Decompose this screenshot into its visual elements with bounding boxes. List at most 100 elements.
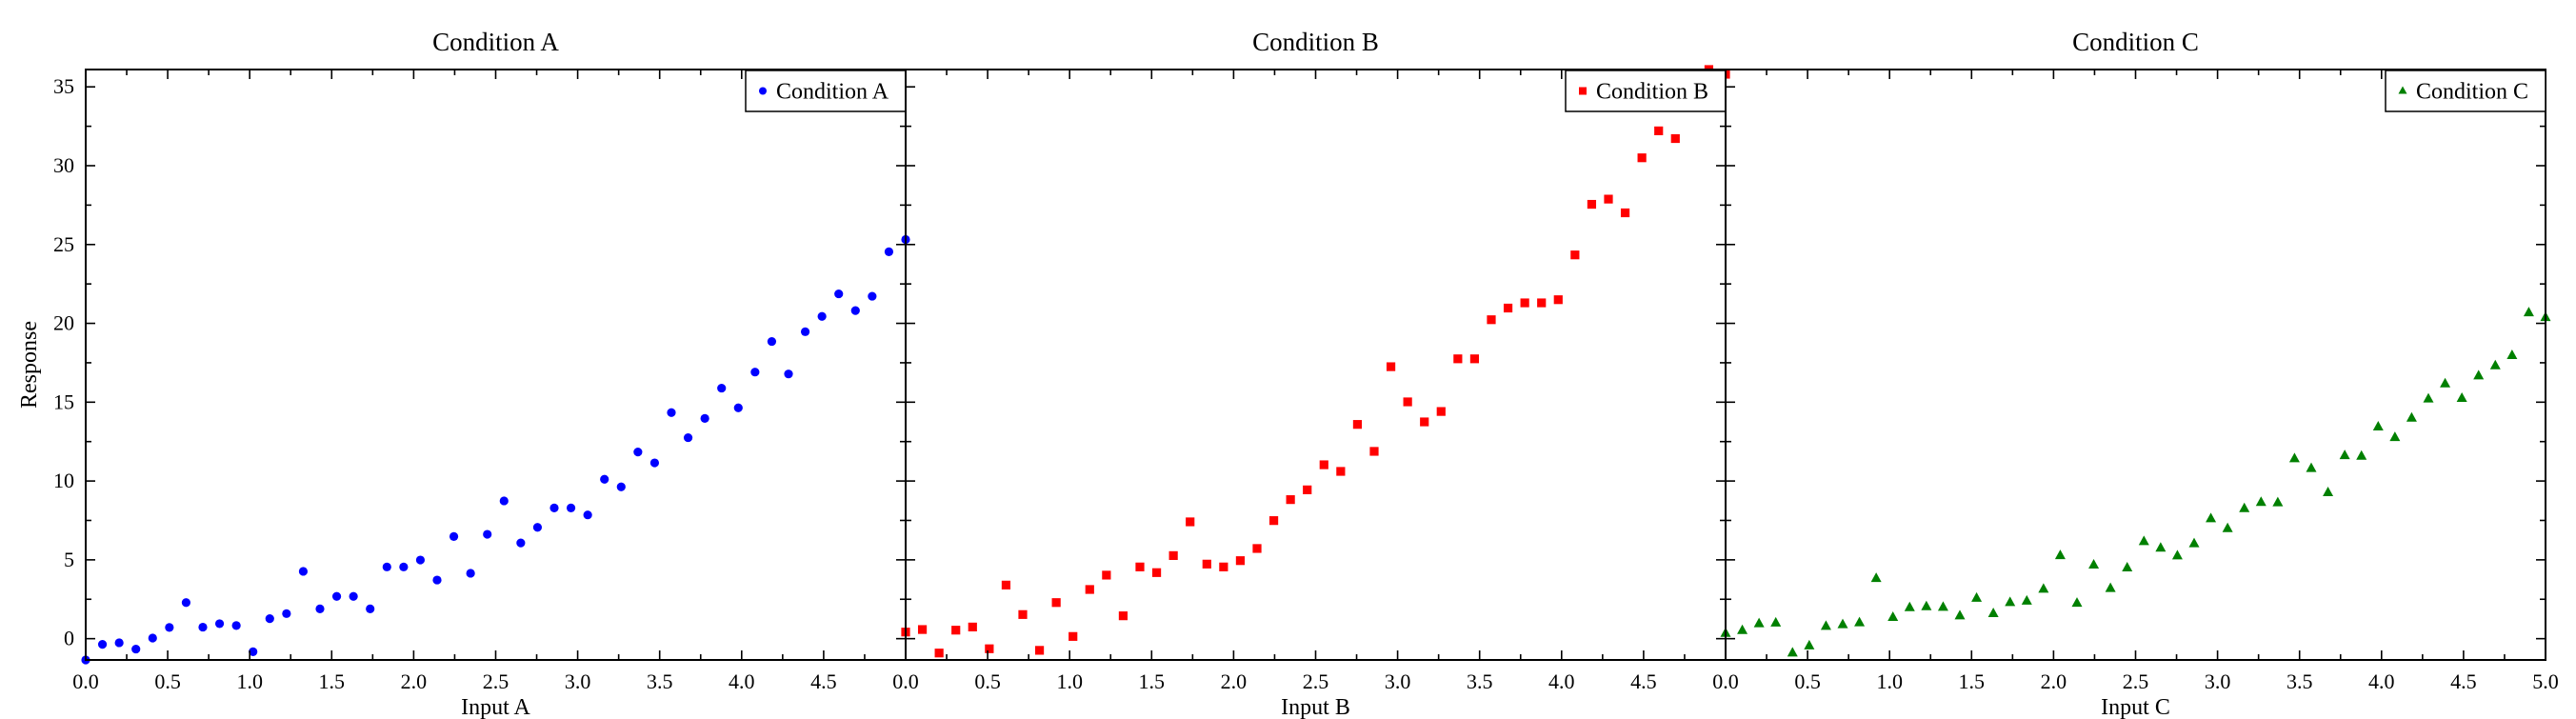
x-tick-label: 5.0 <box>2532 669 2559 693</box>
x-tick-label: 4.5 <box>2450 669 2477 693</box>
data-point <box>1168 550 1178 561</box>
x-tick-label: 2.0 <box>1221 669 1248 693</box>
data-point <box>1553 295 1563 305</box>
y-tick-label: 30 <box>53 153 74 177</box>
data-point <box>265 614 274 624</box>
data-point <box>2222 522 2233 532</box>
panel-a: 0.0 0.5 1.0 1.5 2.0 2.5 3.0 3.5 4.0 4.5 0 5 10 15 20 25… <box>17 28 910 719</box>
data-point <box>549 503 559 513</box>
data-points <box>1720 307 2551 657</box>
data-point <box>1068 631 1078 641</box>
data-point <box>1537 298 1547 308</box>
data-point <box>1102 570 1111 580</box>
x-tick-label: 0.0 <box>72 669 99 693</box>
data-point <box>2005 596 2016 607</box>
data-point <box>1654 126 1664 136</box>
x-tick-label: 3.5 <box>647 669 673 693</box>
axes-frame <box>85 69 907 661</box>
legend-label: Condition C <box>2416 80 2528 105</box>
data-point <box>399 562 409 571</box>
data-point <box>2456 392 2467 403</box>
data-point <box>700 413 709 423</box>
data-point <box>934 649 944 658</box>
data-points <box>901 65 1730 658</box>
data-point <box>2088 559 2100 569</box>
legend: Condition C <box>2385 70 2546 112</box>
data-point <box>600 474 609 484</box>
data-point <box>2054 549 2066 560</box>
data-point <box>1570 250 1580 260</box>
data-point <box>499 496 509 506</box>
panel-title: Condition A <box>432 28 559 56</box>
data-point <box>1804 639 1815 649</box>
data-point <box>1051 598 1061 608</box>
data-point <box>1954 609 1966 620</box>
data-point <box>2255 496 2266 507</box>
data-point <box>2206 512 2217 523</box>
data-point <box>1904 601 1915 611</box>
data-point <box>1670 133 1680 144</box>
x-tick-label: 2.0 <box>2041 669 2067 693</box>
data-point <box>1737 624 1748 634</box>
legend-box <box>2385 70 2546 112</box>
data-point <box>2272 496 2284 507</box>
data-point <box>2356 449 2367 460</box>
x-tick-label: 1.0 <box>236 669 263 693</box>
data-point <box>1303 485 1312 494</box>
data-point <box>2239 502 2250 512</box>
x-tick-label: 0.5 <box>1794 669 1821 693</box>
x-tick-label: 0.0 <box>1712 669 1739 693</box>
data-point <box>2372 420 2384 430</box>
panel-c: 0.0 0.5 1.0 1.5 2.0 2.5 3.0 3.5 4.0 4.5 5.0 Input C… <box>1712 28 2559 719</box>
data-point <box>2021 594 2032 605</box>
x-axis-label: Input B <box>1281 695 1350 719</box>
data-point <box>2323 487 2334 497</box>
data-point <box>331 591 342 601</box>
data-point <box>516 538 526 548</box>
data-point <box>181 598 191 608</box>
x-tick-label: 1.0 <box>1056 669 1083 693</box>
legend-label: Condition B <box>1596 80 1708 105</box>
data-point <box>214 619 225 629</box>
data-point <box>649 458 660 468</box>
data-point <box>968 622 977 631</box>
data-point <box>817 311 827 321</box>
data-point <box>784 369 793 379</box>
data-point <box>1520 298 1529 308</box>
data-point <box>750 368 760 377</box>
data-point <box>382 562 391 571</box>
x-tick-label: 2.5 <box>483 669 509 693</box>
data-point <box>834 289 844 299</box>
data-point <box>1787 647 1798 657</box>
x-tick-label: 4.0 <box>729 669 755 693</box>
data-point <box>767 336 777 347</box>
data-point <box>466 569 475 578</box>
legend: Condition A <box>745 70 907 112</box>
data-point <box>1503 303 1513 313</box>
data-point <box>1252 544 1262 553</box>
data-point <box>2423 392 2434 403</box>
data-point <box>917 625 928 634</box>
data-point <box>583 510 592 520</box>
data-point <box>1637 153 1647 163</box>
data-point <box>1887 610 1899 621</box>
data-point <box>165 623 174 632</box>
data-point <box>667 408 676 417</box>
data-point <box>1135 562 1145 571</box>
data-point <box>884 247 894 256</box>
y-tick-label: 0 <box>64 627 74 650</box>
y-axis-label: Response <box>17 321 42 409</box>
data-point <box>1186 517 1195 527</box>
x-tick-label: 3.0 <box>2205 669 2231 693</box>
data-point <box>1937 601 1948 611</box>
panel-b: 0.0 0.5 1.0 1.5 2.0 2.5 3.0 3.5 4.0 4.5 Input B Con… <box>892 28 1730 719</box>
data-point <box>2105 582 2116 592</box>
data-point <box>2038 583 2049 593</box>
x-tick-label: 1.5 <box>1139 669 1166 693</box>
data-point <box>633 448 643 457</box>
axes-frame <box>905 69 1727 661</box>
data-point <box>532 523 543 532</box>
data-point <box>800 327 810 336</box>
panel-title: Condition B <box>1252 28 1379 56</box>
data-point <box>148 633 157 643</box>
